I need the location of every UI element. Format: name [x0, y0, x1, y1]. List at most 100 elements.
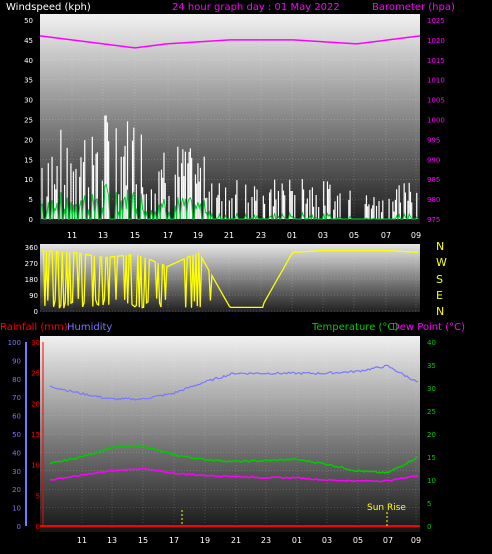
top-x-tick-4: 19: [193, 231, 203, 240]
dewpoint-axis-title: Dew Point (°C): [392, 322, 465, 333]
top-x-tick-7: 01: [287, 231, 297, 240]
windspeed-tick-0: 0: [29, 216, 33, 224]
compass-w: W: [436, 256, 447, 269]
rain-tick-2: 10: [31, 462, 40, 470]
rain-tick-6: 30: [31, 339, 40, 347]
chart-title: 24 hour graph day : 01 May 2022: [172, 2, 340, 13]
temperature-line: [49, 443, 419, 474]
top-x-tick-3: 17: [163, 231, 173, 240]
humidity-axis-title: Humidity: [67, 322, 112, 333]
top-x-tick-8: 03: [318, 231, 328, 240]
temperature-tick-8: 40: [427, 339, 436, 347]
direction-tick-0: 0: [34, 308, 38, 316]
top-x-tick-1: 13: [98, 231, 108, 240]
bottom-x-tick-4: 19: [200, 536, 210, 545]
direction-tick-3: 270: [25, 260, 38, 268]
axis-layer: 0510152025303540455097598098599099510001…: [8, 17, 445, 545]
temperature-tick-2: 10: [427, 477, 436, 485]
windspeed-tick-5: 25: [24, 117, 33, 125]
bottom-x-tick-11: 09: [411, 536, 421, 545]
windspeed-tick-6: 30: [24, 97, 33, 105]
barometer-tick-3: 990: [427, 156, 440, 164]
humidity-tick-4: 40: [12, 449, 21, 457]
lines-layer: [39, 35, 421, 527]
rain-tick-3: 15: [31, 431, 40, 439]
sunrise-label: Sun Rise: [367, 503, 406, 513]
humidity-tick-10: 100: [8, 339, 21, 347]
barometer-line: [39, 35, 421, 49]
direction-tick-4: 360: [25, 244, 38, 252]
bottom-panel-background: [40, 336, 420, 532]
top-x-tick-10: 07: [381, 231, 391, 240]
temperature-tick-0: 0: [427, 523, 431, 531]
windspeed-tick-4: 20: [24, 136, 33, 144]
bottom-x-tick-9: 05: [353, 536, 363, 545]
humidity-tick-0: 0: [17, 523, 21, 531]
humidity-tick-8: 80: [12, 376, 21, 384]
humidity-tick-5: 50: [12, 431, 21, 439]
top-x-tick-0: 11: [67, 231, 77, 240]
barometer-tick-6: 1005: [427, 97, 445, 105]
top-x-tick-5: 21: [224, 231, 234, 240]
barometer-tick-9: 1020: [427, 37, 445, 45]
rain-tick-1: 5: [36, 492, 40, 500]
humidity-tick-6: 60: [12, 413, 21, 421]
rain-tick-0: 0: [36, 523, 40, 531]
temperature-tick-3: 15: [427, 454, 436, 462]
bottom-x-tick-2: 15: [138, 536, 148, 545]
humidity-tick-3: 30: [12, 468, 21, 476]
direction-tick-2: 180: [25, 276, 38, 284]
humidity-tick-1: 10: [12, 505, 21, 513]
temperature-tick-5: 25: [427, 408, 436, 416]
barometer-tick-10: 1025: [427, 17, 445, 25]
dewpoint-line: [49, 467, 419, 483]
bottom-x-tick-1: 13: [107, 536, 117, 545]
humidity-tick-9: 90: [12, 357, 21, 365]
top-x-tick-9: 05: [349, 231, 359, 240]
barometer-tick-5: 1000: [427, 117, 445, 125]
temperature-tick-6: 30: [427, 385, 436, 393]
wind-direction-line: [42, 249, 418, 309]
bottom-x-tick-5: 21: [231, 536, 241, 545]
windspeed-tick-9: 45: [24, 37, 33, 45]
barometer-axis-title: Barometer (hpa): [372, 2, 455, 13]
bottom-x-tick-0: 11: [77, 536, 87, 545]
barometer-tick-8: 1015: [427, 57, 445, 65]
bottom-x-tick-3: 17: [169, 536, 179, 545]
direction-tick-1: 90: [29, 292, 38, 300]
barometer-tick-2: 985: [427, 176, 440, 184]
bottom-x-tick-10: 07: [383, 536, 393, 545]
rain-tick-4: 20: [31, 400, 40, 408]
top-x-tick-6: 23: [256, 231, 266, 240]
top-x-tick-2: 15: [130, 231, 140, 240]
bottom-x-tick-7: 01: [292, 536, 302, 545]
compass-e: E: [436, 289, 443, 302]
windspeed-tick-2: 10: [24, 176, 33, 184]
windspeed-tick-10: 50: [24, 17, 33, 25]
temperature-tick-7: 35: [427, 362, 436, 370]
barometer-tick-7: 1010: [427, 77, 445, 85]
compass-n-bottom: N: [436, 305, 444, 318]
compass-s: S: [436, 273, 443, 286]
bottom-x-tick-6: 23: [261, 536, 271, 545]
windspeed-tick-1: 5: [29, 196, 33, 204]
compass-n-top: N: [436, 240, 444, 253]
windspeed-axis-title: Windspeed (kph): [6, 2, 91, 13]
humidity-tick-2: 20: [12, 486, 21, 494]
temperature-tick-4: 20: [427, 431, 436, 439]
top-panel-background: [40, 14, 420, 224]
rain-tick-5: 25: [31, 370, 40, 378]
windspeed-tick-7: 35: [24, 77, 33, 85]
wind-average-line: [41, 183, 419, 221]
windspeed-tick-8: 40: [24, 57, 33, 65]
humidity-tick-7: 70: [12, 394, 21, 402]
barometer-tick-4: 995: [427, 136, 440, 144]
top-x-tick-11: 09: [411, 231, 421, 240]
barometer-tick-0: 975: [427, 216, 440, 224]
bottom-x-tick-8: 03: [322, 536, 332, 545]
grid-layer: [40, 19, 420, 527]
temperature-axis-title: Temperature (°C): [311, 322, 398, 333]
temperature-tick-1: 5: [427, 500, 431, 508]
windspeed-tick-3: 15: [24, 156, 33, 164]
